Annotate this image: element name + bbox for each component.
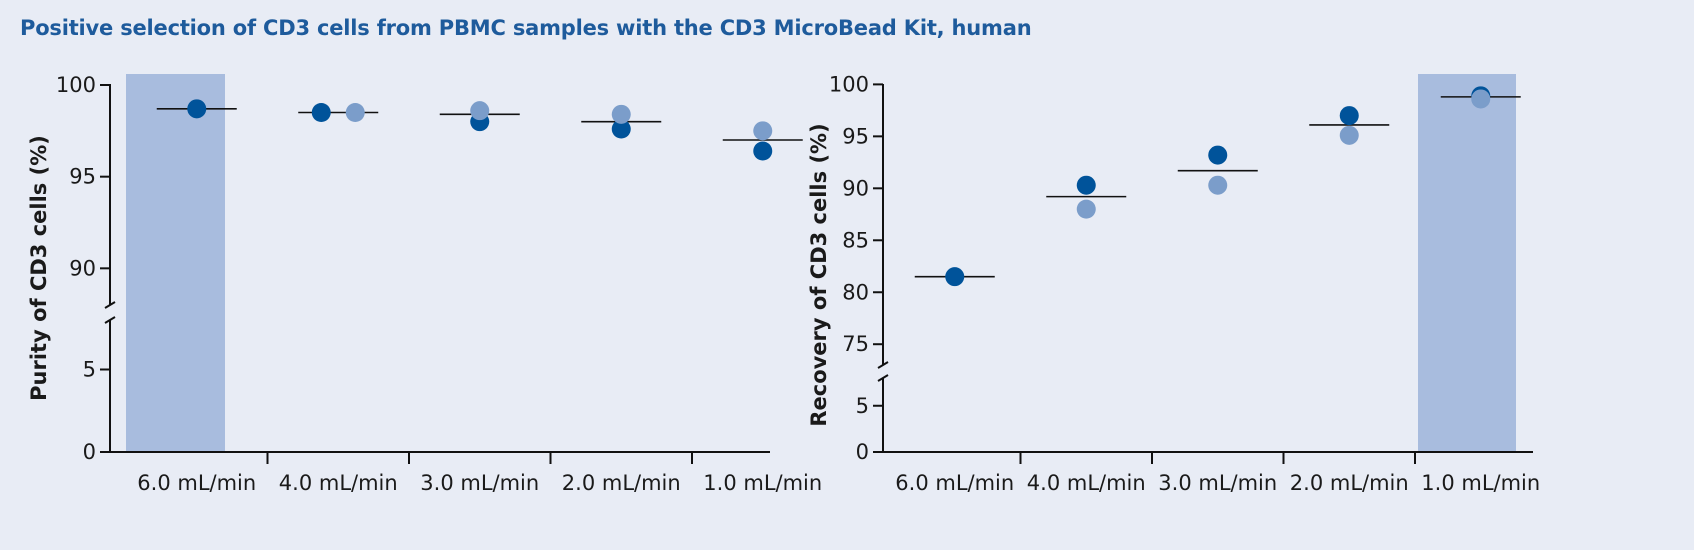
y-tick-label-85: 85	[842, 228, 869, 252]
y-tick-label-0: 0	[83, 440, 96, 464]
y-tick-label-90: 90	[69, 256, 96, 280]
x-tick-label-0: 6.0 mL/min	[137, 471, 256, 495]
point-dark-2	[1208, 145, 1228, 165]
y-axis-title: Recovery of CD3 cells (%)	[807, 123, 831, 426]
point-dark-0	[187, 99, 207, 119]
highlight-band-1-0-ml-min	[1418, 74, 1516, 452]
chart-title: Positive selection of CD3 cells from PBM…	[20, 16, 1032, 40]
x-tick-label-4: 1.0 mL/min	[703, 471, 822, 495]
x-tick-label-4: 1.0 mL/min	[1421, 471, 1540, 495]
y-axis-title: Purity of CD3 cells (%)	[27, 135, 51, 401]
point-dark-4	[753, 141, 773, 161]
point-light-3	[611, 104, 631, 124]
y-tick-label-100: 100	[56, 73, 96, 97]
axis-break-mark-1	[104, 316, 116, 324]
point-light-3	[1339, 125, 1359, 145]
point-light-4	[753, 121, 773, 141]
x-tick-label-1: 4.0 mL/min	[279, 471, 398, 495]
x-tick-label-1: 4.0 mL/min	[1027, 471, 1146, 495]
purity-chart: 0 5 90 95 100 6.0 mL/min 4.0 mL/min 3.0 mL/min 2…	[27, 73, 822, 495]
highlight-band-6-0-ml-min	[126, 74, 225, 452]
point-light-2	[470, 101, 490, 121]
point-dark-3	[611, 119, 631, 139]
y-axis: 0 5 75 80 85 90 95 100	[829, 72, 889, 464]
y-tick-label-0: 0	[856, 440, 869, 464]
axis-break-mark-0	[104, 301, 116, 309]
point-light-4	[1471, 89, 1491, 109]
y-axis: 0 5 90 95 100	[56, 73, 116, 464]
y-tick-label-80: 80	[842, 280, 869, 304]
y-tick-label-5: 5	[83, 358, 96, 382]
point-dark-0	[945, 267, 965, 287]
point-dark-3	[1339, 106, 1359, 126]
x-tick-label-3: 2.0 mL/min	[562, 471, 681, 495]
point-light-1	[345, 103, 365, 122]
y-tick-label-5: 5	[856, 394, 869, 418]
x-tick-label-2: 3.0 mL/min	[1158, 471, 1277, 495]
y-tick-label-90: 90	[842, 176, 869, 200]
x-tick-label-2: 3.0 mL/min	[420, 471, 539, 495]
y-tick-label-75: 75	[842, 332, 869, 356]
point-light-2	[1208, 175, 1228, 195]
axis-break-mark-1	[877, 374, 889, 382]
point-dark-1	[311, 103, 331, 122]
y-tick-label-95: 95	[842, 124, 869, 148]
x-tick-label-3: 2.0 mL/min	[1290, 471, 1409, 495]
point-dark-1	[1076, 175, 1096, 195]
y-tick-label-100: 100	[829, 72, 869, 96]
point-light-1	[1076, 199, 1096, 219]
y-tick-label-95: 95	[69, 165, 96, 189]
x-tick-label-0: 6.0 mL/min	[895, 471, 1014, 495]
axis-break-mark-0	[877, 361, 889, 369]
recovery-chart: 0 5 75 80 85 90 95 100 6.0 mL/min 4.0 mL/min 3.0 m…	[807, 72, 1540, 495]
